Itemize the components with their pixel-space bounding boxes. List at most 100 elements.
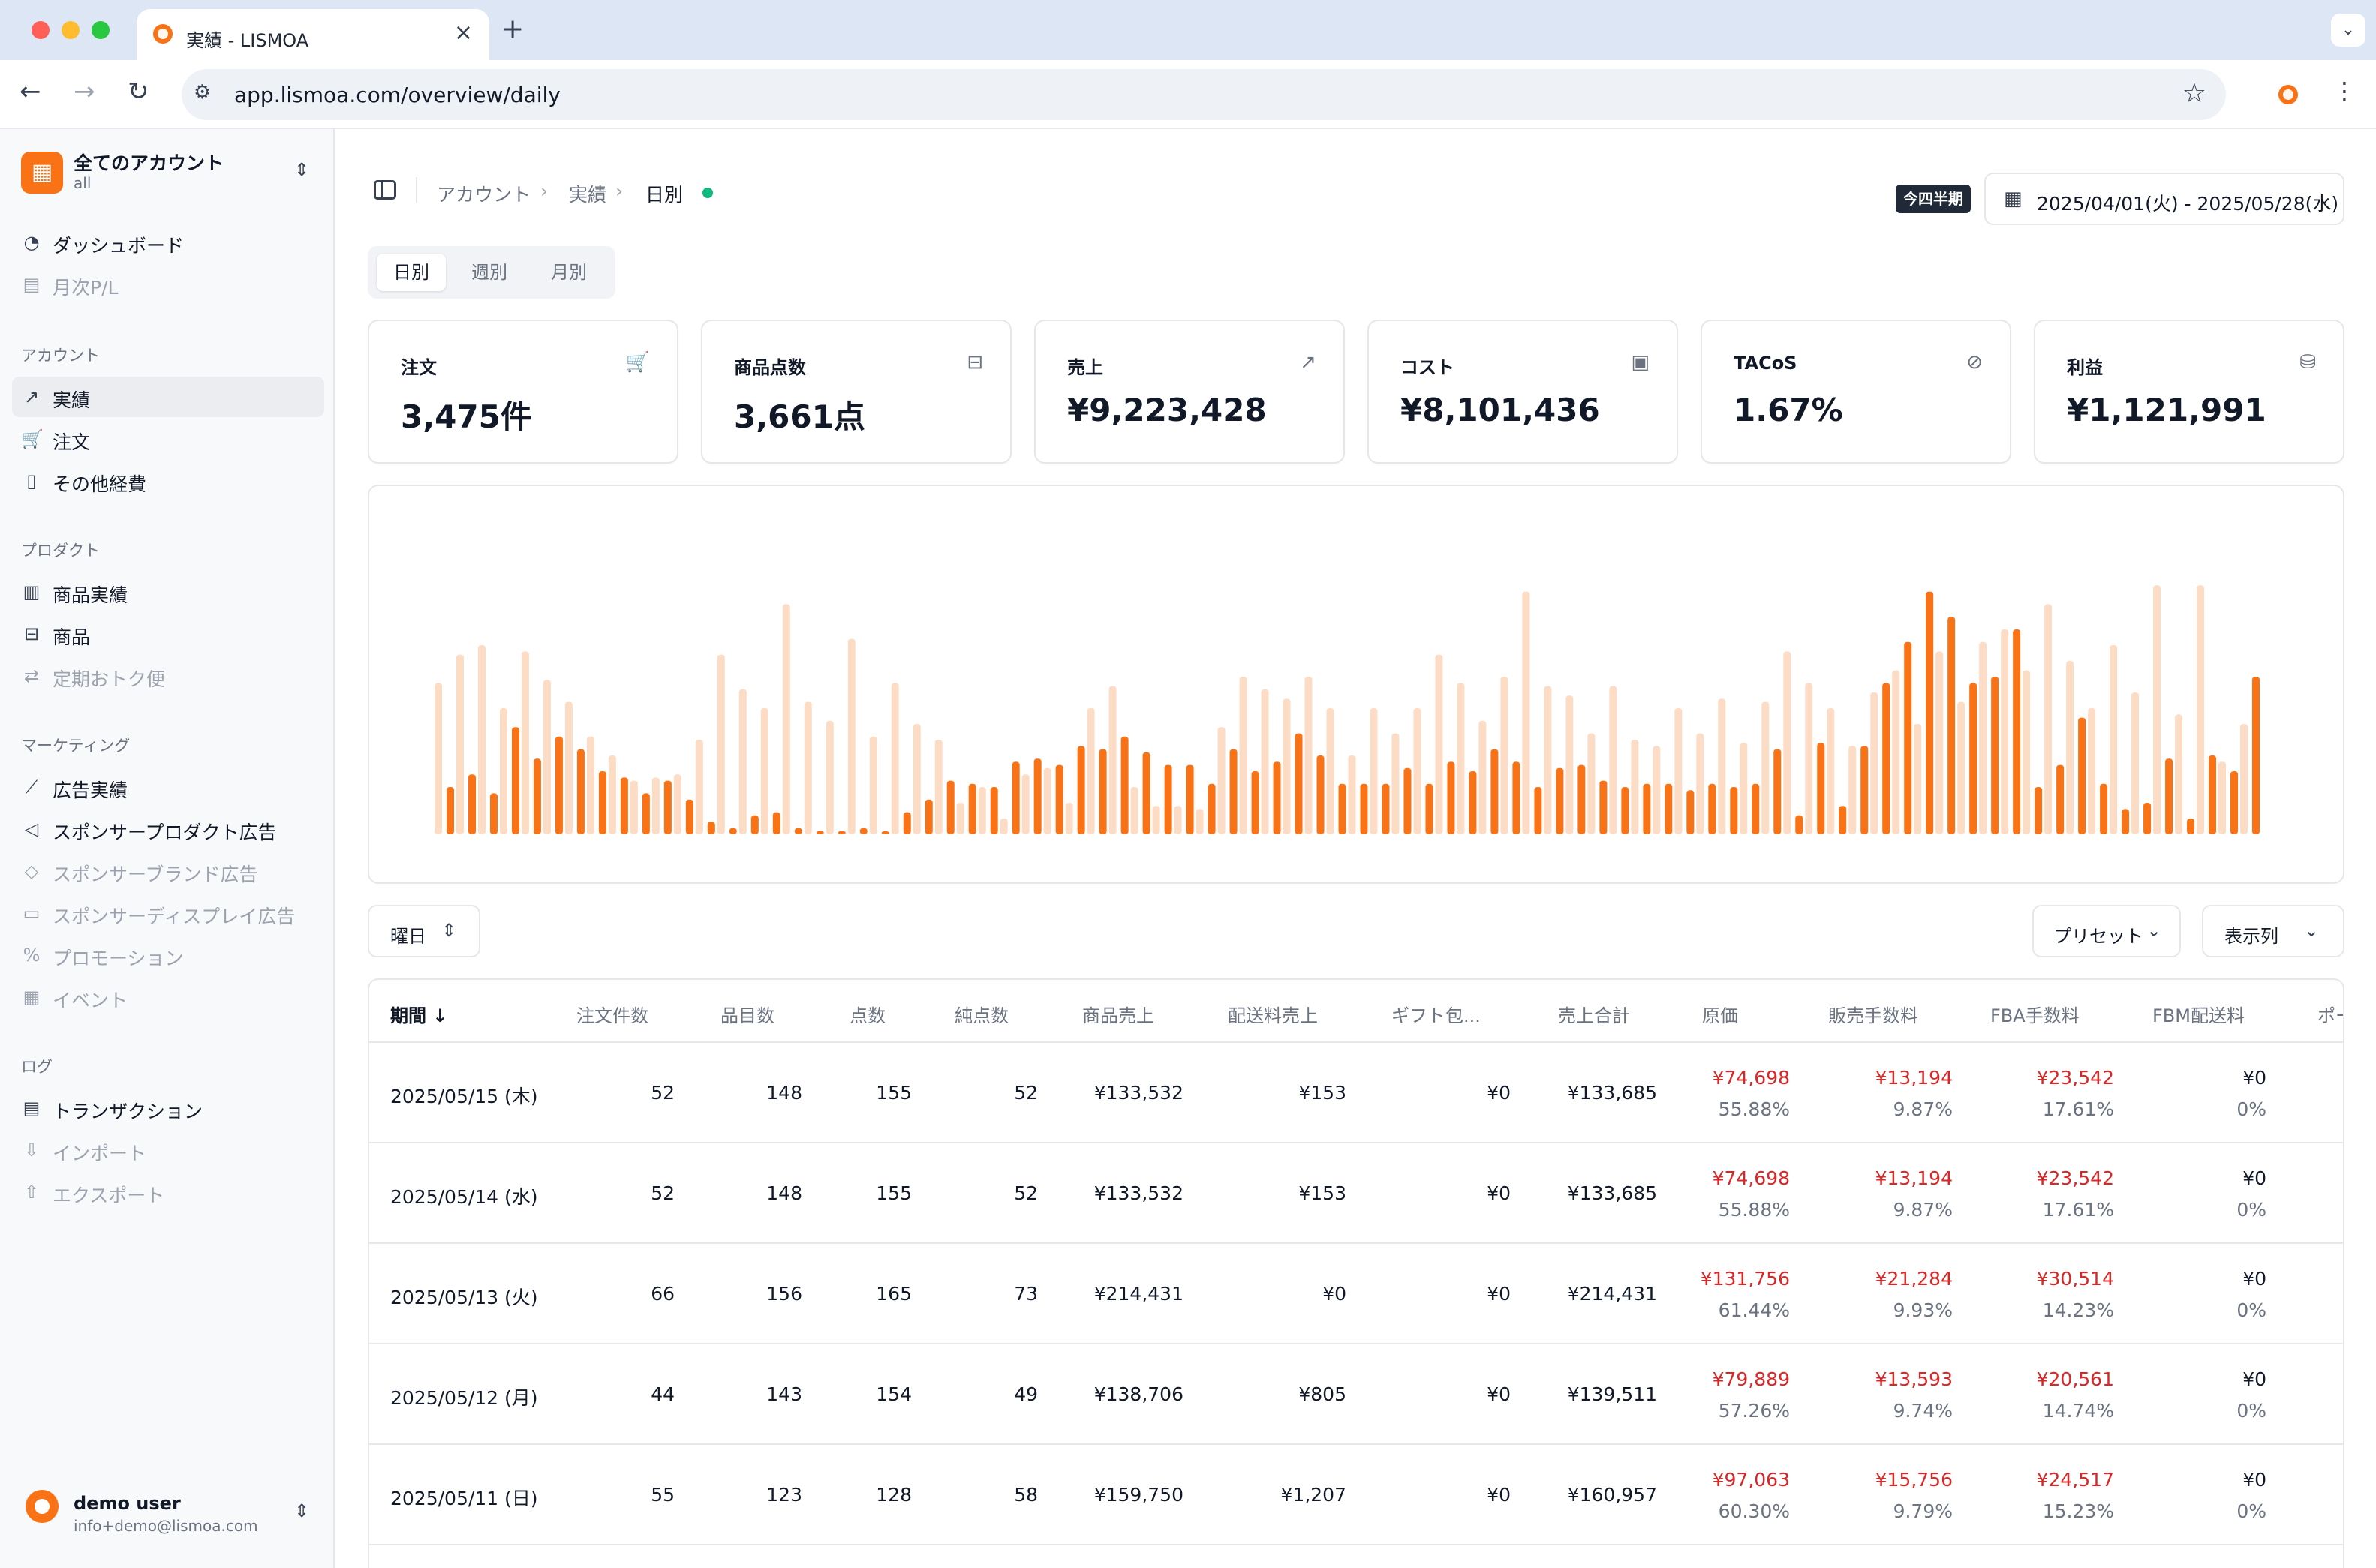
chart-bar-series1[interactable] xyxy=(1500,677,1508,834)
reload-icon[interactable]: ↻ xyxy=(128,77,149,107)
new-tab-icon[interactable]: + xyxy=(501,14,525,44)
sidebar-item-transactions[interactable]: ▤ トランザクション xyxy=(12,1088,324,1128)
chart-bar-series1[interactable] xyxy=(1261,689,1269,834)
chart-bar-series2[interactable] xyxy=(1665,783,1673,834)
sidebar-item-product-performance[interactable]: ▥ 商品実績 xyxy=(12,572,324,612)
chart-bar-series1[interactable] xyxy=(2218,761,2227,834)
sidebar-item-performance[interactable]: ↗ 実績 xyxy=(12,377,324,417)
chart-bar-series2[interactable] xyxy=(1012,761,1020,834)
sidebar-item-promotions[interactable]: % プロモーション xyxy=(12,935,324,975)
chart-bar-series1[interactable] xyxy=(1870,692,1878,834)
chart-bar-series2[interactable] xyxy=(1577,764,1586,834)
chart-bar-series1[interactable] xyxy=(630,780,638,834)
chart-bar-series2[interactable] xyxy=(729,828,737,834)
sidebar-item-sponsored-display[interactable]: ▭ スポンサーディスプレイ広告 xyxy=(12,893,324,933)
chart-bar-series1[interactable] xyxy=(1326,708,1334,834)
chart-bar-series2[interactable] xyxy=(2056,764,2065,834)
column-header[interactable]: 純点数 xyxy=(955,1005,1009,1026)
extension-icon[interactable] xyxy=(2278,85,2298,104)
chart-bar-series2[interactable] xyxy=(1186,764,1194,834)
chart-bar-series1[interactable] xyxy=(2066,661,2074,834)
chart-bar-series2[interactable] xyxy=(685,799,693,834)
chart-bar-series1[interactable] xyxy=(1152,806,1160,834)
chart-bar-series1[interactable] xyxy=(1348,755,1356,834)
chart-bar-series2[interactable] xyxy=(533,758,541,834)
maximize-window-button[interactable] xyxy=(92,21,110,39)
chart-bar-series1[interactable] xyxy=(2197,585,2205,834)
column-header[interactable]: 商品売上 xyxy=(1082,1005,1154,1026)
chart-bar-series1[interactable] xyxy=(2110,645,2118,834)
chart-bar-series1[interactable] xyxy=(1718,698,1726,834)
column-header[interactable]: ポー xyxy=(2317,1005,2343,1026)
chart-bar-series1[interactable] xyxy=(934,740,943,834)
chart-bar-series1[interactable] xyxy=(1174,806,1182,834)
sidebar-item-events[interactable]: ▦ イベント xyxy=(12,977,324,1017)
chart-bar-series2[interactable] xyxy=(1817,743,1825,834)
chart-bar-series2[interactable] xyxy=(1490,749,1499,834)
chart-bar-series1[interactable] xyxy=(1370,708,1378,834)
sidebar-item-ad-performance[interactable]: ⟋ 広告実績 xyxy=(12,767,324,807)
chart-bar-series1[interactable] xyxy=(1631,740,1639,834)
chart-bar-series1[interactable] xyxy=(564,701,573,834)
chart-bar-series1[interactable] xyxy=(1522,591,1530,834)
chart-bar-series1[interactable] xyxy=(1065,803,1073,834)
chart-bar-series2[interactable] xyxy=(1447,761,1455,834)
back-arrow-icon[interactable]: ← xyxy=(20,77,41,107)
chart-bar-series2[interactable] xyxy=(2252,677,2260,834)
chart-bar-series2[interactable] xyxy=(2013,629,2021,834)
chart-bar-series1[interactable] xyxy=(2044,604,2053,834)
chart-bar-series2[interactable] xyxy=(838,831,846,834)
sidebar-toggle-icon[interactable] xyxy=(374,180,396,200)
sidebar-item-import[interactable]: ⇩ インポート xyxy=(12,1130,324,1170)
sidebar-item-products[interactable]: ⊟ 商品 xyxy=(12,614,324,654)
chart-bar-series2[interactable] xyxy=(1164,764,1172,834)
chart-bar-series2[interactable] xyxy=(2230,771,2239,834)
chart-bar-series2[interactable] xyxy=(946,780,955,834)
column-header[interactable]: ギフト包... xyxy=(1391,1005,1481,1026)
chart-bar-series2[interactable] xyxy=(2165,758,2173,834)
chart-bar-series2[interactable] xyxy=(1686,790,1695,834)
chart-bar-series1[interactable] xyxy=(543,680,551,834)
chart-bar-series1[interactable] xyxy=(1283,698,1291,834)
chart-bar-series1[interactable] xyxy=(2023,670,2031,834)
chart-bar-series1[interactable] xyxy=(913,724,921,834)
breadcrumb-account[interactable]: アカウント xyxy=(437,184,531,206)
tab-weekly[interactable]: 週別 xyxy=(471,262,507,283)
chart-bar-series2[interactable] xyxy=(881,831,889,834)
column-header[interactable]: 注文件数 xyxy=(576,1005,648,1026)
bookmark-star-icon[interactable]: ☆ xyxy=(2182,78,2206,109)
chart-bar-series1[interactable] xyxy=(1544,686,1552,834)
chart-bar-series1[interactable] xyxy=(608,755,616,834)
chart-bar-series1[interactable] xyxy=(1805,683,1813,834)
chart-bar-series1[interactable] xyxy=(499,708,507,834)
tab-search-chevron-icon[interactable]: ⌄ xyxy=(2331,14,2365,47)
chart-bar-series1[interactable] xyxy=(2131,692,2140,834)
chart-bar-series2[interactable] xyxy=(1273,761,1281,834)
chart-bar-series2[interactable] xyxy=(1033,758,1042,834)
chart-bar-series1[interactable] xyxy=(1892,670,1900,834)
sidebar-item-dashboard[interactable]: ◔ ダッシュボード xyxy=(12,222,324,263)
chart-bar-series2[interactable] xyxy=(511,727,519,834)
forward-arrow-icon[interactable]: → xyxy=(74,77,95,107)
column-header-period[interactable]: 期間 ↓ xyxy=(390,1001,447,1027)
chart-bar-series2[interactable] xyxy=(1882,683,1890,834)
chart-bar-series2[interactable] xyxy=(2187,819,2195,834)
chart-bar-series2[interactable] xyxy=(1534,787,1542,834)
chart-bar-series1[interactable] xyxy=(477,645,486,834)
chart-bar-series2[interactable] xyxy=(576,749,585,834)
chart-bar-series1[interactable] xyxy=(1674,708,1683,834)
breadcrumb-performance[interactable]: 実績 xyxy=(569,184,607,206)
chart-bar-series2[interactable] xyxy=(903,812,911,834)
chart-bar-series1[interactable] xyxy=(1696,733,1704,834)
chart-bar-series2[interactable] xyxy=(447,787,454,834)
chart-bar-series2[interactable] xyxy=(1730,787,1738,834)
column-header[interactable]: FBM配送料 xyxy=(2152,1005,2245,1026)
close-tab-icon[interactable]: × xyxy=(453,20,473,46)
chart-bar-series1[interactable] xyxy=(2240,724,2248,834)
chart-bar-series1[interactable] xyxy=(782,604,790,834)
chart-bar-series2[interactable] xyxy=(1969,683,1977,834)
chart-bar-series2[interactable] xyxy=(2143,803,2152,834)
chart-bar-series1[interactable] xyxy=(869,736,877,834)
chart-bar-series2[interactable] xyxy=(1251,771,1259,834)
chart-bar-series1[interactable] xyxy=(1457,683,1465,834)
